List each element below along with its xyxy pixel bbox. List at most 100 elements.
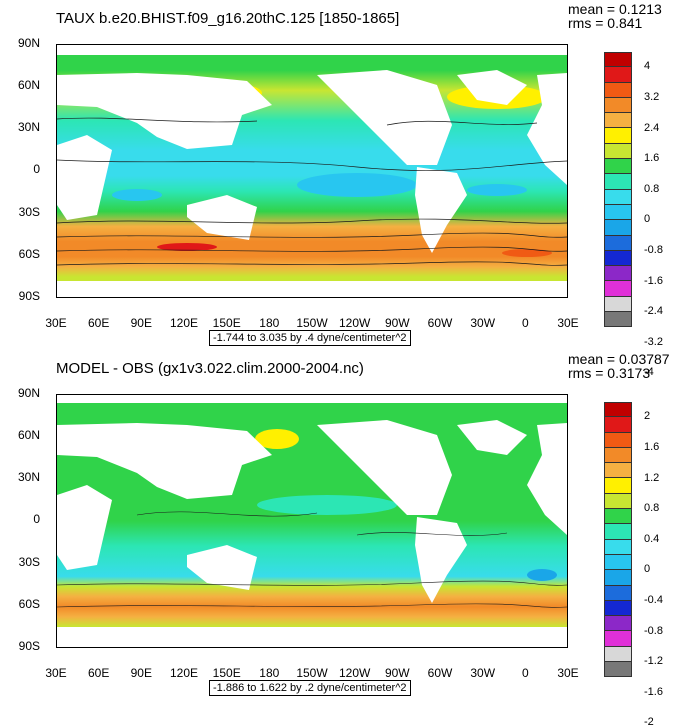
lon-label: 30W	[470, 666, 496, 680]
colorbar-label: -3.2	[644, 335, 663, 348]
colorbar-swatch	[604, 266, 632, 282]
lon-label: 150W	[296, 316, 328, 330]
mean-value: mean = 0.1213	[568, 1, 662, 17]
colorbar-swatch	[604, 220, 632, 236]
lat-label: 90N	[17, 386, 40, 400]
lat-label: 0	[33, 162, 40, 176]
colorbar-label: 2.4	[644, 121, 660, 134]
lon-label: 150E	[212, 666, 241, 680]
colorbar-label: -4	[644, 366, 654, 379]
lat-label: 60N	[17, 428, 40, 442]
colorbar-swatch	[604, 554, 632, 571]
colorbar-swatch	[604, 432, 632, 448]
colorbar-swatch	[604, 570, 632, 586]
colorbar-label: -0.8	[644, 243, 663, 256]
rms-value: rms = 0.841	[568, 15, 643, 31]
colorbar-swatch	[604, 585, 632, 601]
colorbar-label: 0.8	[644, 502, 660, 515]
lon-label: 120E	[169, 316, 199, 330]
colorbar-swatch	[604, 159, 632, 175]
stats: mean = 0.03787 rms = 0.3173	[568, 352, 670, 380]
panel-title: TAUX b.e20.BHIST.f09_g16.20thC.125 [1850…	[56, 10, 400, 27]
colorbar-swatch	[604, 52, 632, 68]
colorbar-swatch	[604, 493, 632, 510]
colorbar-swatch	[604, 509, 632, 525]
lat-label: 0	[33, 512, 40, 526]
rms-value: rms = 0.3173	[568, 365, 651, 381]
mean-value: mean = 0.03787	[568, 351, 670, 367]
lat-label: 30S	[18, 205, 40, 219]
lon-label: 60E	[88, 666, 110, 680]
lon-label: 180	[259, 666, 280, 680]
map-plot	[56, 44, 568, 298]
lon-label: 0	[521, 316, 529, 330]
colorbar-swatch	[604, 67, 632, 83]
colorbar-swatch	[604, 97, 632, 114]
colorbar-label: -2	[644, 716, 654, 728]
colorbar-swatch	[604, 204, 632, 221]
lat-label: 90S	[18, 289, 40, 303]
panel-title: MODEL - OBS (gx1v3.022.clim.2000-2004.nc…	[56, 360, 364, 377]
colorbar-swatch	[604, 82, 632, 98]
lon-label: 60W	[427, 316, 453, 330]
lat-label: 30S	[18, 555, 40, 569]
colorbar-label: 1.6	[644, 152, 660, 165]
lon-label: 90W	[384, 666, 410, 680]
colorbar-label: 3.2	[644, 90, 660, 103]
colorbar-swatch	[604, 189, 632, 205]
colorbar-swatch	[604, 128, 632, 144]
colorbar-swatch	[604, 463, 632, 479]
colorbar-swatch	[604, 296, 632, 313]
colorbar-swatch	[604, 616, 632, 632]
lat-label: 60S	[18, 247, 40, 261]
colorbar-swatch	[604, 235, 632, 251]
colorbar-label: 1.6	[644, 440, 660, 453]
lat-label: 30N	[17, 120, 40, 134]
lat-label: 60N	[17, 78, 40, 92]
colorbar-label: 0	[644, 213, 651, 226]
lon-label: 30E	[557, 316, 579, 330]
contour-range-label: -1.744 to 3.035 by .4 dyne/centimeter^2	[209, 330, 411, 346]
colorbar-swatch	[604, 447, 632, 464]
lon-label: 150W	[296, 666, 328, 680]
colorbar-label: 1.2	[644, 471, 660, 484]
lon-label: 150E	[212, 316, 241, 330]
lat-label: 30N	[17, 470, 40, 484]
lon-label: 30W	[470, 316, 496, 330]
colorbar-label: -1.6	[644, 685, 663, 698]
colorbar-label: -2.4	[644, 305, 663, 318]
lon-label: 90E	[130, 666, 152, 680]
contour-range-label: -1.886 to 1.622 by .2 dyne/centimeter^2	[209, 680, 411, 696]
colorbar-swatch	[604, 174, 632, 190]
colorbar-label: 0.4	[644, 532, 660, 545]
colorbar-label: 0	[644, 563, 651, 576]
lon-label: 0	[521, 666, 529, 680]
colorbar-swatch	[604, 250, 632, 267]
lon-label: 30E	[557, 666, 579, 680]
colorbar-swatch	[604, 600, 632, 617]
lat-label: 90S	[18, 639, 40, 653]
lon-label: 90W	[384, 316, 410, 330]
colorbar-label: 0.8	[644, 182, 660, 195]
colorbar-swatch	[604, 646, 632, 663]
lon-label: 30E	[45, 666, 67, 680]
map-plot	[56, 394, 568, 648]
lon-label: 90E	[130, 316, 152, 330]
colorbar-swatch	[604, 662, 632, 678]
colorbar	[604, 52, 632, 328]
lat-label: 90N	[17, 36, 40, 50]
colorbar-swatch	[604, 143, 632, 160]
colorbar-swatch	[604, 281, 632, 297]
colorbar-swatch	[604, 417, 632, 433]
stats: mean = 0.1213 rms = 0.841	[568, 2, 662, 30]
colorbar-label: -1.2	[644, 655, 663, 668]
colorbar-swatch	[604, 631, 632, 647]
lon-label: 60E	[88, 316, 110, 330]
colorbar-label: 4	[644, 60, 651, 73]
colorbar-label: -1.6	[644, 274, 663, 287]
lon-label: 120W	[339, 316, 371, 330]
colorbar-label: -0.4	[644, 593, 663, 606]
colorbar-swatch	[604, 312, 632, 328]
lon-label: 120E	[169, 666, 199, 680]
bottom-panel: MODEL - OBS (gx1v3.022.clim.2000-2004.nc…	[0, 350, 700, 728]
